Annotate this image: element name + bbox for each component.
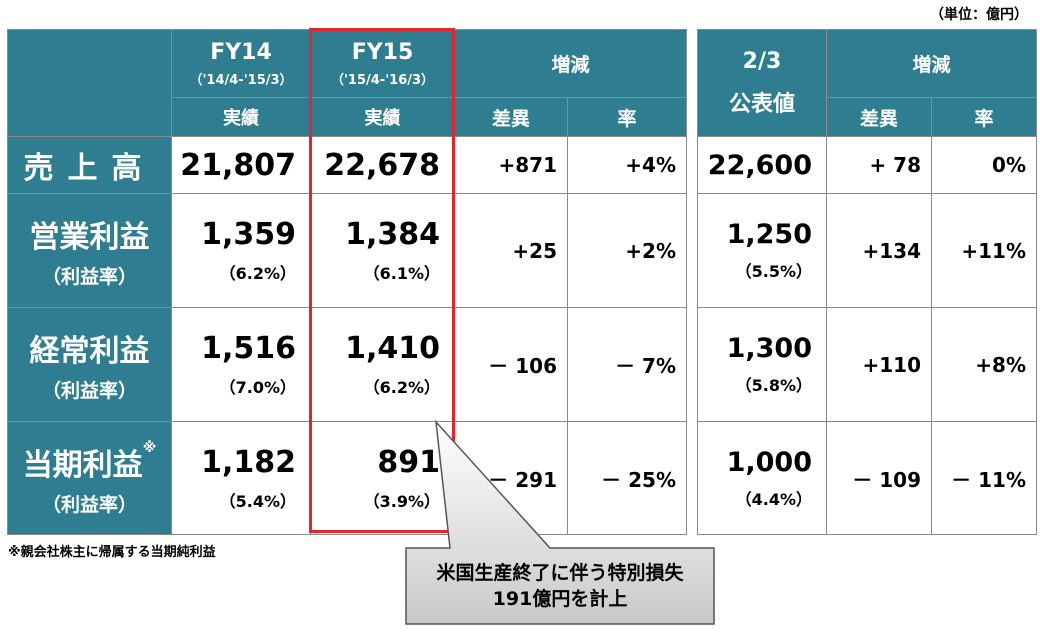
- forecast-value: 1,000 （4.4%）: [697, 421, 827, 535]
- forecast-rate: 0%: [930, 136, 1038, 194]
- row-label: 売上高: [7, 136, 172, 194]
- callout-text: 米国生産終了に伴う特別損失 191億円を計上: [436, 562, 684, 610]
- rate-value: － 7%: [566, 307, 688, 422]
- header-rate2: 率: [930, 97, 1038, 137]
- forecast-rate: +8%: [930, 307, 1038, 422]
- fy14-margin: （7.0%）: [219, 378, 296, 397]
- table-row: 1,000 （4.4%） － 109 － 11%: [697, 421, 1038, 535]
- rate-value: +2%: [566, 193, 688, 308]
- header-change2: 増減: [825, 29, 1038, 98]
- header-change: 増減: [453, 29, 688, 98]
- forecast-table: 2/3 公表値 増減 差異 率 22,600 + 78 0% 1,250 （5.5…: [697, 29, 1038, 535]
- row-label: 営業利益 （利益率）: [7, 193, 172, 308]
- fy15-margin: （6.2%）: [363, 378, 440, 397]
- forecast-margin: （5.5%）: [735, 262, 812, 281]
- row-label: 当期利益※ （利益率）: [7, 421, 172, 535]
- fy15-value: 891 （3.9%）: [310, 421, 455, 535]
- header-fy14: FY14 （'14/4-'15/3）: [171, 29, 311, 98]
- table-row: 当期利益※ （利益率） 1,182 （5.4%） 891 （3.9%） － 291 …: [7, 421, 688, 535]
- header-diff2: 差異: [826, 97, 932, 137]
- diff-value: － 106: [454, 307, 568, 422]
- forecast-rate: － 11%: [930, 421, 1038, 535]
- footnote: ※親会社株主に帰属する当期純利益: [8, 545, 216, 560]
- table-row: 経常利益 （利益率） 1,516 （7.0%） 1,410 （6.2%） － 106…: [7, 307, 688, 422]
- fy14-value: 1,182 （5.4%）: [171, 421, 311, 535]
- header-diff: 差異: [454, 97, 568, 137]
- forecast-value: 1,300 （5.8%）: [697, 307, 827, 422]
- forecast-margin: （4.4%）: [735, 489, 812, 509]
- diff-value: +25: [454, 193, 568, 308]
- table-row: 1,300 （5.8%） +110 +8%: [697, 307, 1038, 422]
- table-row: 22,600 + 78 0%: [697, 136, 1038, 194]
- results-table: FY14 （'14/4-'15/3） FY15 （'15/4-'16/3） 増減…: [7, 29, 688, 535]
- forecast-diff: +134: [826, 193, 932, 308]
- corner-cell: [7, 29, 172, 137]
- fy15-margin: （3.9%）: [363, 491, 440, 511]
- fy14-margin: （6.2%）: [219, 264, 296, 283]
- header-forecast: 2/3 公表値: [697, 29, 827, 137]
- header-fy15-actual: 実績: [310, 97, 455, 137]
- rate-value: － 25%: [566, 421, 688, 535]
- rate-value: +4%: [566, 136, 688, 194]
- fy15-highlight-box: [309, 28, 455, 533]
- header-rate: 率: [566, 97, 688, 137]
- footnote-mark: ※: [142, 439, 157, 456]
- diff-value: +871: [454, 136, 568, 194]
- forecast-value: 1,250 （5.5%）: [697, 193, 827, 308]
- fy14-value: 21,807: [171, 136, 311, 194]
- unit-label: （単位：億円）: [930, 7, 1028, 23]
- forecast-diff: +110: [826, 307, 932, 422]
- forecast-value: 22,600: [697, 136, 827, 194]
- fy14-value: 1,359 （6.2%）: [171, 193, 311, 308]
- fy15-margin: （6.1%）: [363, 264, 440, 283]
- forecast-margin: （5.8%）: [735, 376, 812, 395]
- forecast-rate: +11%: [930, 193, 1038, 308]
- row-label: 経常利益 （利益率）: [7, 307, 172, 422]
- header-fy14-actual: 実績: [171, 97, 311, 137]
- callout-bubble: [405, 420, 715, 625]
- forecast-diff: － 109: [826, 421, 932, 535]
- fy14-value: 1,516 （7.0%）: [171, 307, 311, 422]
- table-row: 1,250 （5.5%） +134 +11%: [697, 193, 1038, 308]
- fy14-margin: （5.4%）: [219, 491, 296, 511]
- fy15-value: 1,410 （6.2%）: [310, 307, 455, 422]
- forecast-diff: + 78: [826, 136, 932, 194]
